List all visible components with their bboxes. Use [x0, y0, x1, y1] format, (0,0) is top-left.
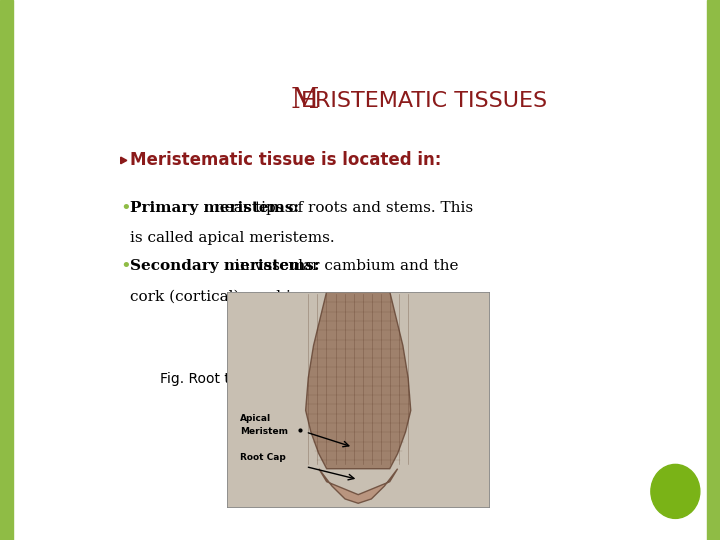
Polygon shape: [305, 292, 410, 469]
Text: Root Cap: Root Cap: [240, 453, 286, 462]
Text: Meristem: Meristem: [240, 427, 288, 436]
Text: Meristematic tissue is located in:: Meristematic tissue is located in:: [130, 151, 441, 170]
Text: Secondary meristems:: Secondary meristems:: [130, 259, 320, 273]
Text: ERISTEMATIC TISSUES: ERISTEMATIC TISSUES: [301, 91, 547, 111]
Text: Primary meristems:: Primary meristems:: [130, 201, 300, 215]
Text: M: M: [291, 86, 319, 113]
Text: •: •: [121, 258, 132, 275]
Text: Apical: Apical: [240, 414, 271, 423]
Polygon shape: [319, 469, 397, 503]
Text: is called apical meristems.: is called apical meristems.: [130, 231, 335, 245]
Text: near tips of roots and stems. This: near tips of roots and stems. This: [210, 201, 473, 215]
Text: Fig. Root tip: Fig. Root tip: [161, 372, 243, 386]
Text: •: •: [121, 199, 132, 217]
Text: cork (cortical) cambium.: cork (cortical) cambium.: [130, 289, 320, 303]
Polygon shape: [121, 157, 127, 164]
Text: in vascular cambium and the: in vascular cambium and the: [230, 259, 458, 273]
